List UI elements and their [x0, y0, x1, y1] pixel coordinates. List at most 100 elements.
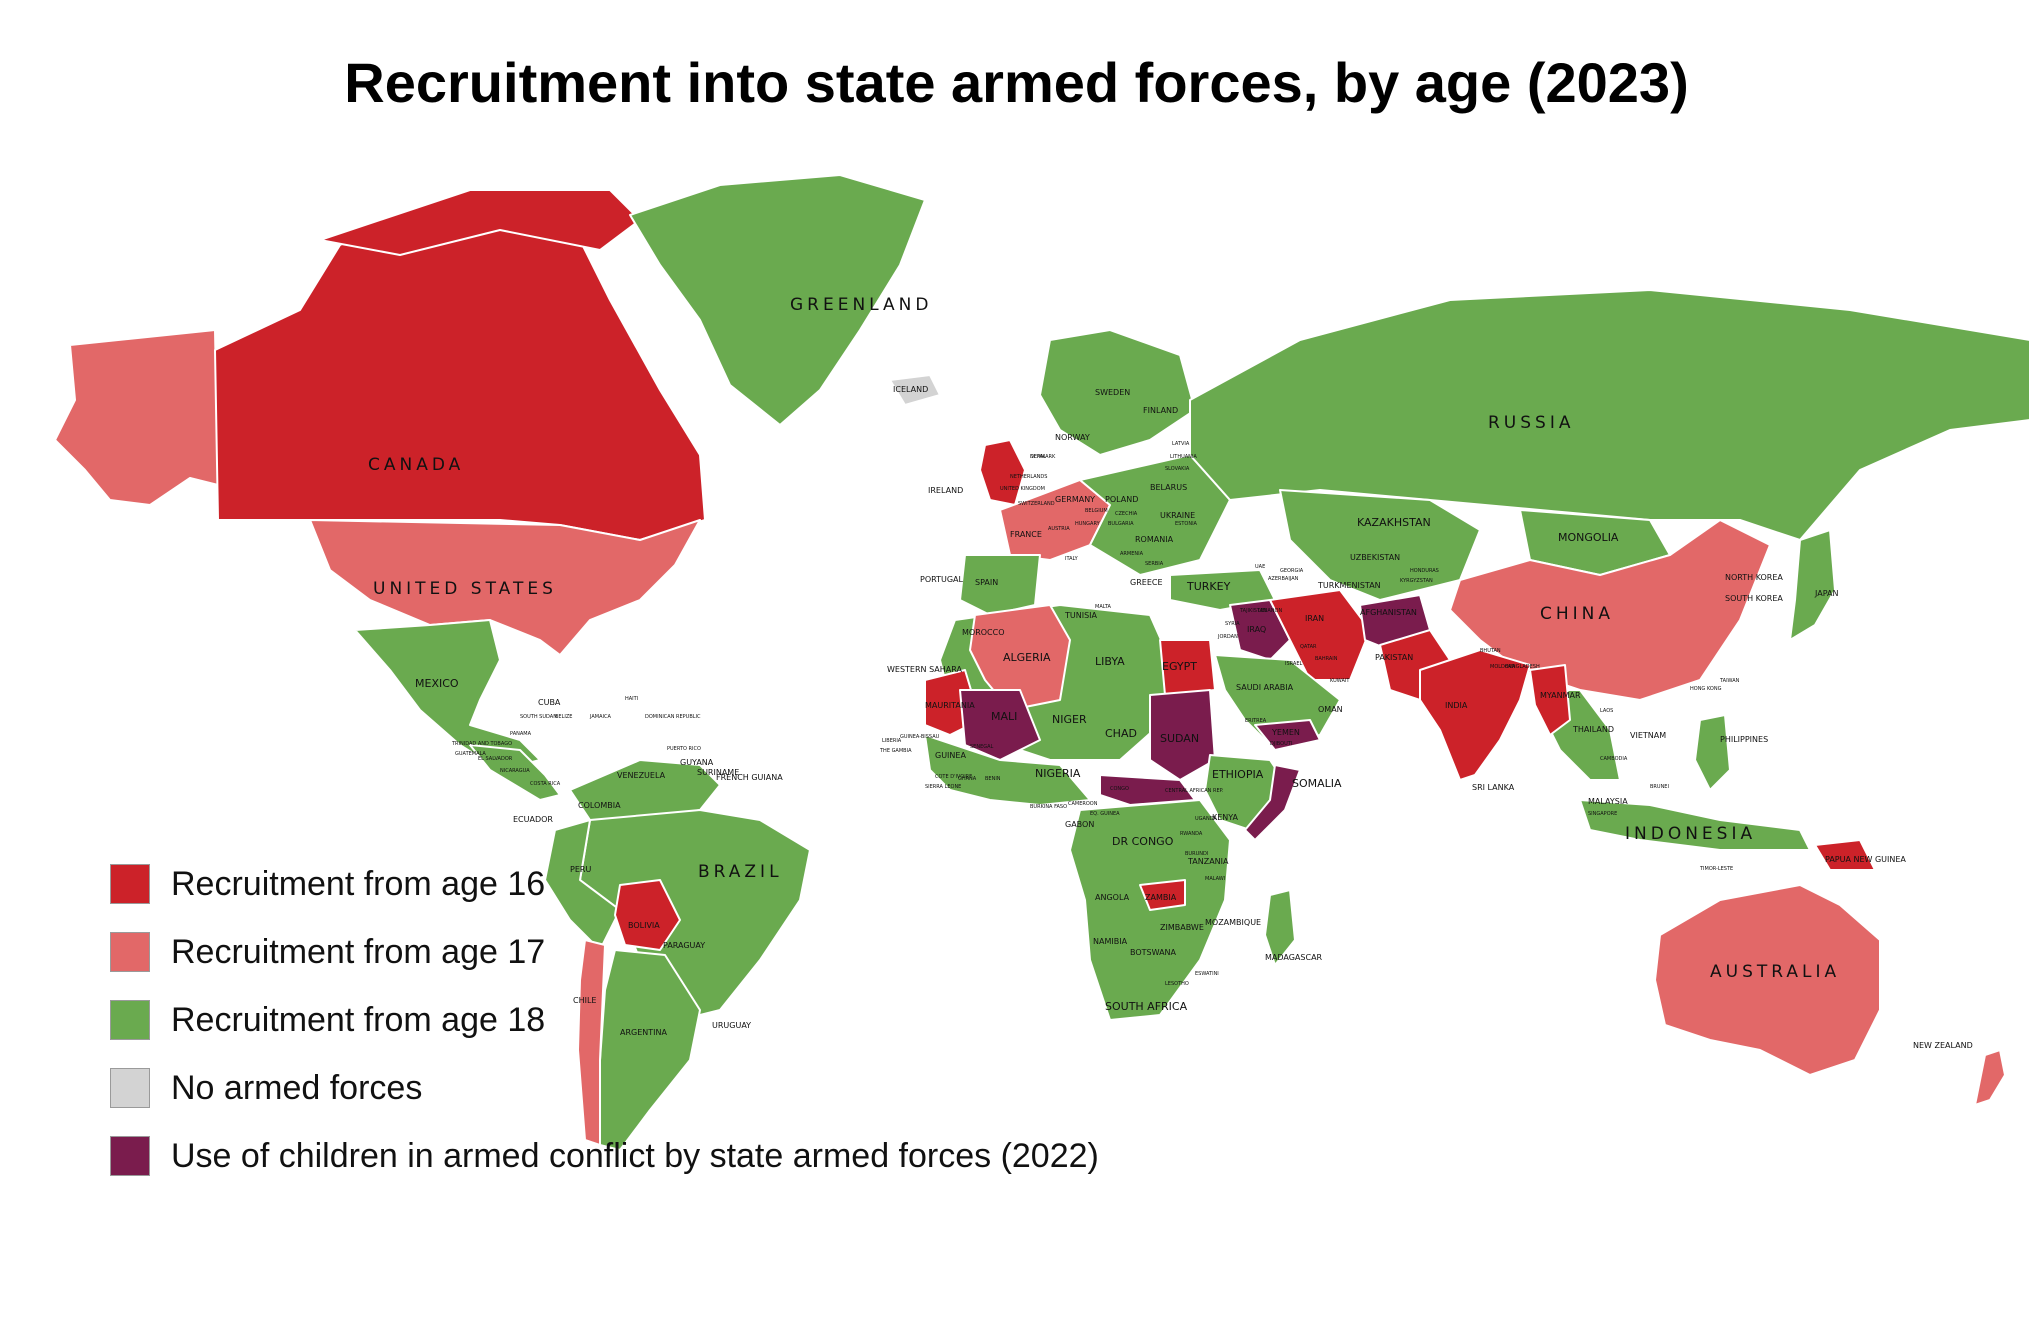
label-small-country: JAMAICA	[589, 714, 612, 720]
region-philippines[interactable]	[1694, 714, 1731, 791]
label-peru: PERU	[570, 865, 591, 874]
region-zambia[interactable]	[1139, 879, 1186, 911]
label-small-country: ERITREA	[1245, 718, 1267, 724]
label-mexico: MEXICO	[415, 677, 459, 690]
region-iran[interactable]	[1269, 589, 1371, 681]
label-spain: SPAIN	[975, 578, 998, 587]
region-japan[interactable]	[1789, 529, 1836, 641]
label-suriname: SURINAME	[697, 768, 739, 777]
label-algeria: ALGERIA	[1003, 651, 1051, 664]
region-iceland[interactable]	[889, 374, 941, 406]
label-libya: LIBYA	[1095, 655, 1125, 668]
label-small-country: ISRAEL	[1285, 661, 1302, 667]
legend-label: No armed forces	[171, 1069, 423, 1107]
label-small-country: GUATEMALA	[455, 751, 486, 757]
region-sudan[interactable]	[1149, 689, 1216, 781]
region-madagascar[interactable]	[1264, 889, 1296, 966]
region-mali[interactable]	[959, 689, 1041, 761]
label-venezuela: VENEZUELA	[617, 771, 666, 780]
region-west-africa[interactable]	[924, 734, 1091, 806]
label-gabon: GABON	[1065, 820, 1094, 829]
region-united-states[interactable]	[309, 519, 701, 656]
label-brazil: BRAZIL	[698, 862, 783, 882]
label-greenland: GREENLAND	[790, 295, 932, 315]
label-china: CHINA	[1540, 604, 1614, 624]
region-greenland[interactable]	[629, 174, 926, 426]
label-small-country: GUINEA-BISSAU	[900, 734, 940, 740]
label-greece: GREECE	[1130, 578, 1163, 587]
region-central-america[interactable]	[469, 744, 561, 801]
label-mauritania: MAURITANIA	[925, 701, 975, 710]
label-small-country: JORDAN	[1217, 634, 1238, 640]
label-tanzania: TANZANIA	[1187, 857, 1229, 866]
label-small-country: DJIBOUTI	[1270, 741, 1292, 747]
label-chile: CHILE	[573, 996, 596, 1005]
label-small-country: SLOVAKIA	[1165, 466, 1190, 472]
region-middle-east-conflict[interactable]	[1229, 599, 1291, 661]
label-malaysia: MALAYSIA	[1588, 797, 1628, 806]
region-india[interactable]	[1419, 649, 1531, 781]
label-namibia: NAMIBIA	[1093, 937, 1128, 946]
label-small-country: MALAWI	[1205, 876, 1225, 882]
region-uk[interactable]	[979, 439, 1026, 506]
label-small-country: LEBANON	[1258, 608, 1282, 614]
region-somalia[interactable]	[1244, 764, 1301, 841]
label-romania: ROMANIA	[1135, 535, 1174, 544]
region-peru[interactable]	[544, 819, 621, 951]
label-turkey: TURKEY	[1186, 580, 1231, 593]
label-sudan: SUDAN	[1160, 732, 1199, 745]
region-iberia[interactable]	[959, 554, 1041, 616]
label-small-country: SOUTH SUDAN	[520, 714, 557, 720]
label-small-country: BELGIUM	[1085, 508, 1108, 514]
region-china[interactable]	[1449, 519, 1771, 701]
label-kazakhstan: KAZAKHSTAN	[1357, 516, 1431, 529]
label-colombia: COLOMBIA	[578, 801, 621, 810]
legend-swatch	[110, 932, 150, 972]
label-myanmar: MYANMAR	[1540, 691, 1581, 700]
region-australia[interactable]	[1654, 884, 1881, 1076]
label-japan: JAPAN	[1814, 589, 1838, 598]
region-mexico[interactable]	[354, 619, 541, 771]
region-canada-islands[interactable]	[319, 189, 641, 256]
big-labels: GREENLAND CANADA UNITED STATES RUSSIA KA…	[368, 295, 1836, 982]
label-small-country: KYRGYZSTAN	[1400, 578, 1433, 584]
label-small-country: LITHUANIA	[1170, 454, 1197, 460]
label-iran: IRAN	[1305, 614, 1324, 623]
label-uruguay: URUGUAY	[712, 1021, 751, 1030]
label-finland: FINLAND	[1143, 406, 1178, 415]
label-united-states: UNITED STATES	[373, 579, 557, 599]
label-small-country: GEORGIA	[1280, 568, 1304, 574]
label-indonesia: INDONESIA	[1625, 824, 1756, 844]
label-small-country: SENEGAL	[970, 744, 994, 750]
region-chile[interactable]	[577, 939, 606, 1146]
label-small-country: BURUNDI	[1185, 851, 1208, 857]
label-small-country: TAIWAN	[1719, 678, 1740, 684]
label-small-country: BAHRAIN	[1315, 656, 1338, 662]
label-sri-lanka: SRI LANKA	[1472, 783, 1515, 792]
label-nigeria: NIGERIA	[1035, 767, 1081, 780]
region-central-asia[interactable]	[1279, 489, 1481, 601]
label-small-country: CENTRAL AFRICAN REP.	[1165, 788, 1224, 794]
label-small-country: HUNGARY	[1075, 521, 1101, 527]
region-scandinavia[interactable]	[1039, 329, 1196, 456]
label-chad: CHAD	[1105, 727, 1137, 740]
region-new-zealand[interactable]	[1974, 1049, 2006, 1106]
label-paraguay: PARAGUAY	[663, 941, 705, 950]
region-yemen[interactable]	[1254, 719, 1321, 751]
label-iceland: ICELAND	[893, 385, 928, 394]
label-small-country: AZERBAIJAN	[1268, 576, 1299, 582]
label-french-guiana: FRENCH GUIANA	[716, 773, 783, 782]
label-small-country: LIBERIA	[882, 738, 902, 744]
region-alaska[interactable]	[54, 329, 219, 506]
region-myanmar[interactable]	[1529, 664, 1571, 736]
region-bolivia[interactable]	[614, 879, 681, 951]
region-indonesia[interactable]	[1579, 799, 1811, 851]
label-argentina: ARGENTINA	[620, 1028, 668, 1037]
region-egypt[interactable]	[1159, 639, 1216, 696]
landmasses	[54, 174, 2031, 1151]
label-small-country: UGANDA	[1195, 816, 1217, 822]
region-canada[interactable]	[214, 189, 706, 541]
region-algeria[interactable]	[969, 604, 1071, 711]
region-papua-new-guinea[interactable]	[1814, 839, 1876, 871]
label-niger: NIGER	[1052, 713, 1087, 726]
